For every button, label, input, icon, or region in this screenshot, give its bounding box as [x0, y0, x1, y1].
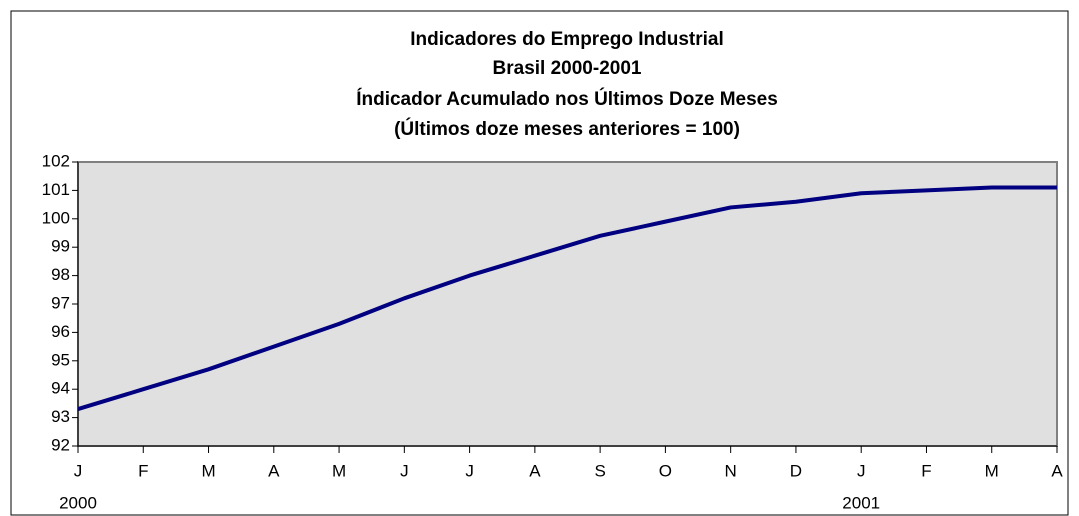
x-tick-label: F [921, 461, 931, 480]
x-tick-label: J [74, 461, 83, 480]
x-tick-label: S [594, 461, 605, 480]
y-tick-label: 101 [42, 180, 70, 199]
x-tick-label: M [332, 461, 346, 480]
y-tick-label: 94 [51, 379, 70, 398]
plot-area [77, 161, 1058, 447]
y-tick-label: 100 [42, 208, 70, 227]
x-tick-label: A [268, 461, 280, 480]
chart-title: Índicador Acumulado nos Últimos Doze Mes… [356, 88, 778, 110]
year-label: 2001 [842, 493, 880, 512]
y-tick-label: 98 [51, 265, 70, 284]
x-tick-label: A [529, 461, 541, 480]
x-tick-label: J [857, 461, 866, 480]
chart-title: Brasil 2000-2001 [493, 58, 642, 79]
year-label: 2000 [59, 493, 97, 512]
y-tick-label: 95 [51, 350, 70, 369]
x-tick-label: F [138, 461, 148, 480]
x-tick-label: M [985, 461, 999, 480]
x-tick-label: A [1051, 461, 1063, 480]
x-tick-label: O [659, 461, 672, 480]
y-tick-label: 99 [51, 237, 70, 256]
y-tick-label: 92 [51, 435, 70, 454]
y-tick-label: 102 [42, 151, 70, 170]
chart-title: Indicadores do Emprego Industrial [410, 29, 724, 50]
x-tick-label: D [790, 461, 802, 480]
x-tick-label: M [201, 461, 215, 480]
x-tick-label: J [465, 461, 474, 480]
y-tick-label: 93 [51, 407, 70, 426]
y-tick-label: 96 [51, 322, 70, 341]
x-tick-label: N [725, 461, 737, 480]
line-series [77, 185, 1057, 411]
chart-title: (Últimos doze meses anteriores = 100) [394, 118, 740, 140]
x-tick-label: J [400, 461, 409, 480]
y-tick-label: 97 [51, 293, 70, 312]
